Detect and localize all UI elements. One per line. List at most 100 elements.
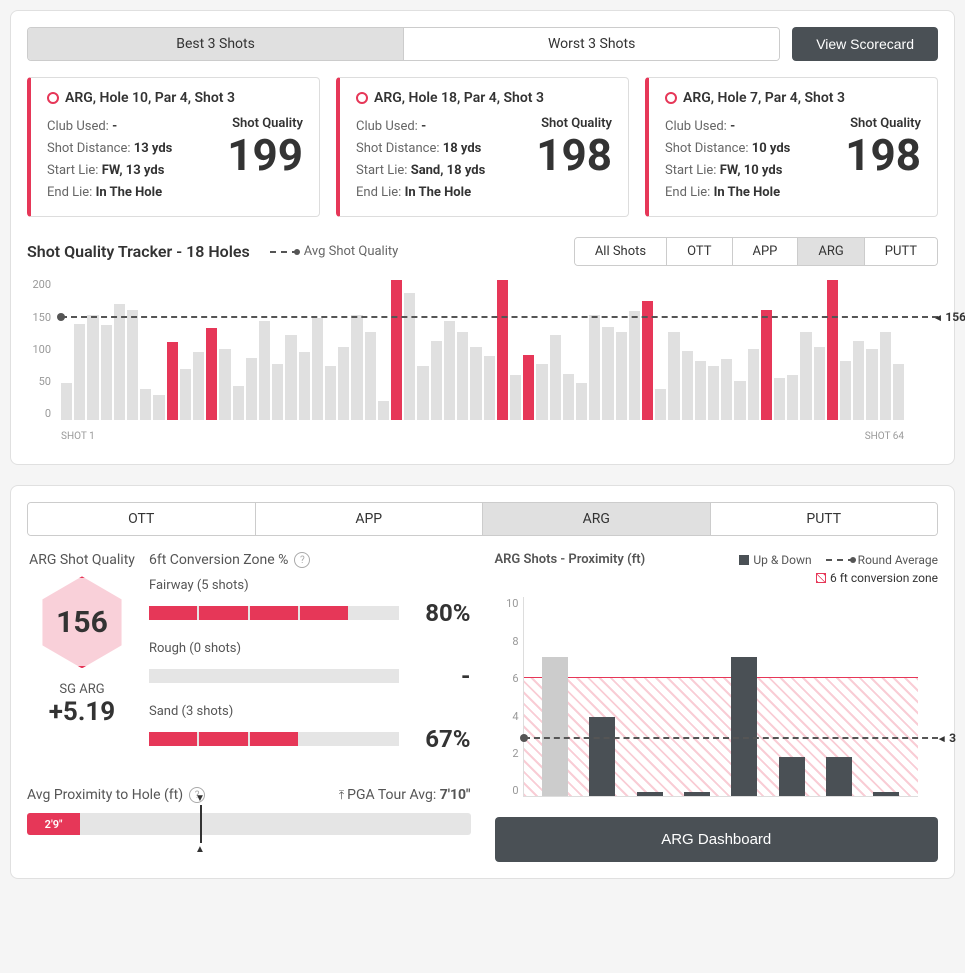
- prox-y-axis: 1086420: [495, 597, 519, 797]
- shot-card-header: ARG, Hole 7, Par 4, Shot 3: [665, 90, 921, 106]
- prox-bar: [637, 792, 663, 796]
- chart-bar: [470, 347, 481, 421]
- chart-bar: [127, 310, 138, 421]
- conv-bar: [149, 732, 399, 746]
- bottom-tab-ott[interactable]: OTT: [28, 503, 256, 535]
- shot-card-header: ARG, Hole 10, Par 4, Shot 3: [47, 90, 303, 106]
- tab-best-shots[interactable]: Best 3 Shots: [28, 28, 404, 60]
- prox-slider: 2'9": [27, 813, 471, 835]
- chart-bar: [351, 315, 362, 420]
- chart-bar: [101, 325, 112, 420]
- shot-quality: Shot Quality 199: [227, 116, 303, 179]
- shot-quality-value: 198: [536, 131, 612, 179]
- chart-bar: [378, 401, 389, 421]
- chart-bar: [417, 366, 428, 420]
- bottom-grid: ARG Shot Quality 156 SG ARG +5.19 6ft Co…: [27, 552, 938, 862]
- shot-details: Club Used: - Shot Distance: 10 yds Start…: [665, 116, 790, 204]
- sg-label: SG ARG: [27, 682, 137, 697]
- chart-bar: [180, 369, 191, 420]
- legend-zone: 6 ft conversion zone: [816, 571, 938, 585]
- chart-bar: [708, 366, 719, 420]
- chart-bar: [299, 352, 310, 420]
- chart-bar: [800, 332, 811, 420]
- prox-avg-line: 3: [524, 737, 939, 739]
- chart-bar: [787, 375, 798, 420]
- chart-bar: [391, 280, 402, 421]
- legend-zone-row: 6 ft conversion zone: [495, 571, 939, 585]
- legend-round-avg-text: Round Average: [858, 553, 938, 567]
- chart-x-labels: SHOT 1 SHOT 64: [61, 431, 904, 442]
- shot-quality-chart: 200150100500 156 SHOT 1 SHOT 64: [27, 278, 938, 448]
- chart-bar: [655, 389, 666, 420]
- chart-bar: [734, 381, 745, 421]
- chart-bar: [695, 361, 706, 421]
- chart-bar: [484, 356, 495, 420]
- bottom-tab-app[interactable]: APP: [256, 503, 484, 535]
- filter-tab-ott[interactable]: OTT: [667, 238, 732, 265]
- prox-bars: [524, 597, 919, 796]
- arg-quality-label: ARG Shot Quality: [27, 552, 137, 568]
- bottom-tabs: OTTAPPARGPUTT: [27, 502, 938, 536]
- tracker-header: Shot Quality Tracker - 18 Holes Avg Shot…: [27, 237, 938, 266]
- chart-bar: [325, 366, 336, 420]
- chart-bar: [140, 389, 151, 420]
- conv-pct: 80%: [411, 599, 471, 627]
- prox-chart-title: ARG Shots - Proximity (ft): [495, 552, 646, 567]
- circle-icon: [665, 92, 677, 104]
- bottom-panel: OTTAPPARGPUTT ARG Shot Quality 156 SG AR…: [10, 485, 955, 879]
- chart-bar: [840, 361, 851, 421]
- top-controls: Best 3 Shots Worst 3 Shots View Scorecar…: [27, 27, 938, 61]
- prox-bar: [779, 757, 805, 797]
- prox-bar: [684, 792, 710, 796]
- chart-bar: [827, 280, 838, 421]
- chart-bar: [550, 335, 561, 420]
- chart-bar: [167, 342, 178, 420]
- chart-bar: [682, 351, 693, 421]
- chart-bar: [721, 359, 732, 420]
- tab-worst-shots[interactable]: Worst 3 Shots: [404, 28, 779, 60]
- dash-line-icon: [826, 559, 854, 561]
- filter-tab-all-shots[interactable]: All Shots: [575, 238, 667, 265]
- bottom-tab-arg[interactable]: ARG: [483, 503, 711, 535]
- shot-card: ARG, Hole 7, Par 4, Shot 3 Club Used: - …: [645, 77, 938, 217]
- prox-bar: [873, 792, 899, 796]
- chart-bar: [893, 364, 904, 421]
- x-end-label: SHOT 64: [865, 431, 904, 442]
- prox-avg-label: 3: [937, 731, 956, 745]
- legend-round-avg: Round Average: [826, 553, 938, 567]
- chart-bar: [246, 358, 257, 420]
- avg-label: Avg Shot Quality: [304, 244, 399, 259]
- chart-bar: [563, 374, 574, 421]
- chart-bar: [259, 321, 270, 420]
- chart-bar: [523, 355, 534, 420]
- chart-bar: [193, 352, 204, 420]
- chart-bar: [431, 341, 442, 421]
- conversion-header-text: 6ft Conversion Zone %: [149, 552, 288, 568]
- filter-tab-app[interactable]: APP: [733, 238, 799, 265]
- shot-card-title: ARG, Hole 18, Par 4, Shot 3: [374, 90, 544, 106]
- chart-bar: [616, 332, 627, 420]
- arg-dashboard-button[interactable]: ARG Dashboard: [495, 817, 939, 862]
- shot-card-title: ARG, Hole 7, Par 4, Shot 3: [683, 90, 845, 106]
- prox-bar: [826, 757, 852, 797]
- legend-up-down: Up & Down: [739, 553, 811, 567]
- conv-label: Fairway (5 shots): [149, 578, 471, 593]
- view-scorecard-button[interactable]: View Scorecard: [792, 27, 938, 61]
- legend-up-down-text: Up & Down: [753, 553, 811, 567]
- prox-plot: 3: [523, 597, 919, 797]
- chart-bar: [153, 395, 164, 421]
- filter-tab-arg[interactable]: ARG: [798, 238, 864, 265]
- shot-quality-value: 198: [845, 131, 921, 179]
- conversion-header: 6ft Conversion Zone % ?: [149, 552, 471, 568]
- bottom-tab-putt[interactable]: PUTT: [711, 503, 938, 535]
- chart-bar: [761, 310, 772, 421]
- filter-tab-putt[interactable]: PUTT: [865, 238, 937, 265]
- circle-icon: [47, 92, 59, 104]
- help-icon[interactable]: ?: [294, 552, 310, 568]
- chart-bar: [87, 315, 98, 420]
- shot-quality: Shot Quality 198: [845, 116, 921, 179]
- shot-tabs: Best 3 Shots Worst 3 Shots: [27, 27, 780, 61]
- chart-bar: [233, 386, 244, 420]
- filter-tabs: All ShotsOTTAPPARGPUTT: [574, 237, 938, 266]
- chart-bar: [497, 280, 508, 421]
